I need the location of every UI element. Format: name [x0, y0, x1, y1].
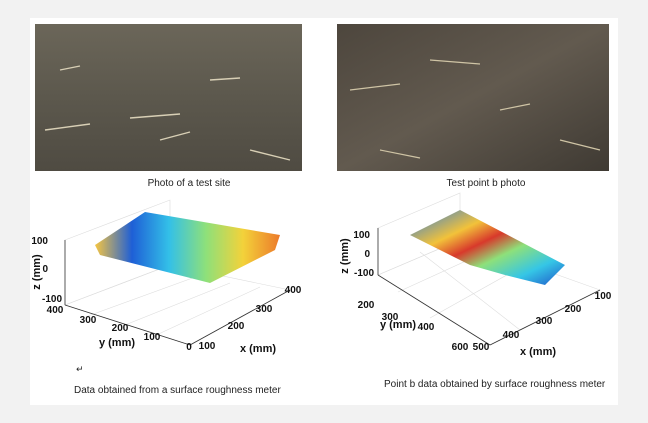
surface	[410, 210, 565, 285]
caption: Data obtained from a surface roughness m…	[74, 385, 281, 396]
z-tick: -100	[42, 294, 62, 305]
x-tick: 500	[473, 342, 490, 353]
z-tick: 0	[364, 249, 370, 260]
caption: Point b data obtained by surface roughne…	[384, 379, 606, 390]
y-label: y (mm)	[380, 319, 416, 331]
y-tick: 300	[382, 312, 399, 323]
x-tick: 200	[228, 321, 245, 332]
z-label: z (mm)	[339, 238, 351, 274]
surface	[95, 212, 280, 283]
straw	[349, 59, 601, 159]
x-tick: 400	[285, 285, 302, 296]
x-tick: 100	[199, 341, 216, 352]
x-tick: 300	[536, 316, 553, 327]
z-tick: -100	[354, 268, 374, 279]
plot-3d: 100 0 -100 z (mm) 400 300 200 100 0 y (m…	[31, 199, 302, 355]
y-tick: 600	[452, 342, 469, 353]
photo	[337, 24, 609, 171]
y-tick: 100	[144, 332, 161, 343]
z-tick: 0	[42, 264, 48, 275]
caption: Test point b photo	[447, 178, 526, 189]
x-tick: 200	[565, 304, 582, 315]
y-label: y (mm)	[99, 337, 135, 349]
y-tick: 400	[418, 322, 435, 333]
x-tick: 100	[595, 291, 612, 302]
y-tick: 300	[80, 315, 97, 326]
paragraph-mark: ↵	[76, 364, 84, 374]
plot-3d: 100 0 -100 z (mm) 200 300 400 600 y (mm)…	[339, 192, 612, 358]
x-label: x (mm)	[240, 343, 276, 355]
caption: Photo of a test site	[148, 178, 231, 189]
z-tick: 100	[353, 230, 370, 241]
z-label: z (mm)	[31, 254, 43, 290]
y-tick: 0	[186, 342, 192, 353]
x-label: x (mm)	[520, 346, 556, 358]
z-tick: 100	[31, 236, 48, 247]
x-tick: 400	[503, 330, 520, 341]
y-tick: 200	[112, 323, 129, 334]
photo	[35, 24, 302, 171]
y-tick: 400	[47, 305, 64, 316]
x-tick: 300	[256, 304, 273, 315]
straw	[44, 65, 291, 161]
y-tick: 200	[358, 300, 375, 311]
